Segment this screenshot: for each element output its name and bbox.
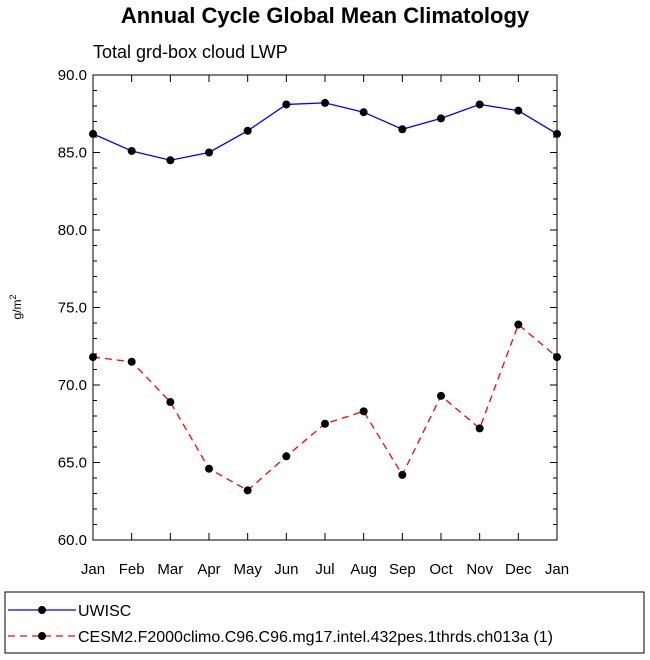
data-point xyxy=(205,464,213,473)
legend-label: CESM2.F2000climo.C96.C96.mg17.intel.432p… xyxy=(78,629,553,646)
chart-subtitle: Total grd-box cloud LWP xyxy=(93,42,288,62)
x-tick-label: Nov xyxy=(466,561,493,578)
y-tick-label: 90.0 xyxy=(58,67,87,84)
data-point xyxy=(437,391,445,400)
series-layer xyxy=(89,98,561,495)
legend: UWISC CESM2.F2000climo.C96.C96.mg17.intel… xyxy=(8,603,553,646)
data-point xyxy=(205,148,213,157)
data-point xyxy=(437,114,445,123)
x-tick-label: May xyxy=(233,561,262,578)
data-point xyxy=(243,486,252,495)
x-tick-label: Jan xyxy=(545,561,569,578)
data-point xyxy=(514,106,523,115)
y-tick-label: 80.0 xyxy=(58,222,87,239)
x-tick-label: Aug xyxy=(350,561,377,578)
data-point xyxy=(398,470,407,479)
data-point xyxy=(553,353,561,362)
x-tick-label: Mar xyxy=(157,561,183,578)
data-point xyxy=(514,320,523,329)
x-tick-label: Oct xyxy=(429,561,453,578)
data-point xyxy=(243,126,252,135)
series-2 xyxy=(89,320,561,495)
data-point xyxy=(321,98,329,107)
data-point xyxy=(166,398,175,407)
y-tick-label: 65.0 xyxy=(58,455,87,472)
data-point xyxy=(282,100,291,109)
data-point xyxy=(359,407,368,416)
data-point xyxy=(475,424,484,433)
data-point xyxy=(127,146,136,155)
data-point xyxy=(166,156,175,165)
data-point xyxy=(282,452,291,461)
data-point xyxy=(89,129,97,138)
data-point xyxy=(359,108,368,117)
series-line xyxy=(92,102,558,161)
x-tick-label: Jun xyxy=(274,561,298,578)
data-point xyxy=(89,353,97,362)
data-point xyxy=(321,419,329,428)
y-axis-label: g/m2 xyxy=(8,294,24,319)
data-point xyxy=(475,100,484,109)
x-tick-labels: Jan Feb Mar Apr May Jun Jul Aug Sep Oct Nov Dec Jan xyxy=(81,561,569,578)
legend-box xyxy=(4,591,645,654)
x-tick-label: Feb xyxy=(119,561,145,578)
y-tick-label: 60.0 xyxy=(58,532,87,549)
x-tick-label: Apr xyxy=(197,561,220,578)
x-tick-label: Dec xyxy=(505,561,532,578)
series-line xyxy=(92,323,558,492)
data-point xyxy=(127,357,136,366)
y-tick-label: 70.0 xyxy=(58,377,87,394)
data-point xyxy=(398,125,407,134)
legend-label: UWISC xyxy=(78,603,131,620)
legend-marker xyxy=(38,632,46,640)
series-1 xyxy=(89,98,561,165)
axis-ticks xyxy=(92,74,558,541)
y-tick-label: 85.0 xyxy=(58,145,87,162)
x-tick-label: Jan xyxy=(81,561,105,578)
legend-marker xyxy=(38,606,46,614)
chart-title: Annual Cycle Global Mean Climatology xyxy=(121,3,530,28)
y-tick-label: 75.0 xyxy=(58,300,87,317)
y-tick-labels: 60.0 65.0 70.0 75.0 80.0 85.0 90.0 xyxy=(58,67,87,549)
x-tick-label: Sep xyxy=(389,561,416,578)
x-tick-label: Jul xyxy=(315,561,334,578)
plot-frame xyxy=(92,74,558,541)
data-point xyxy=(553,129,561,138)
